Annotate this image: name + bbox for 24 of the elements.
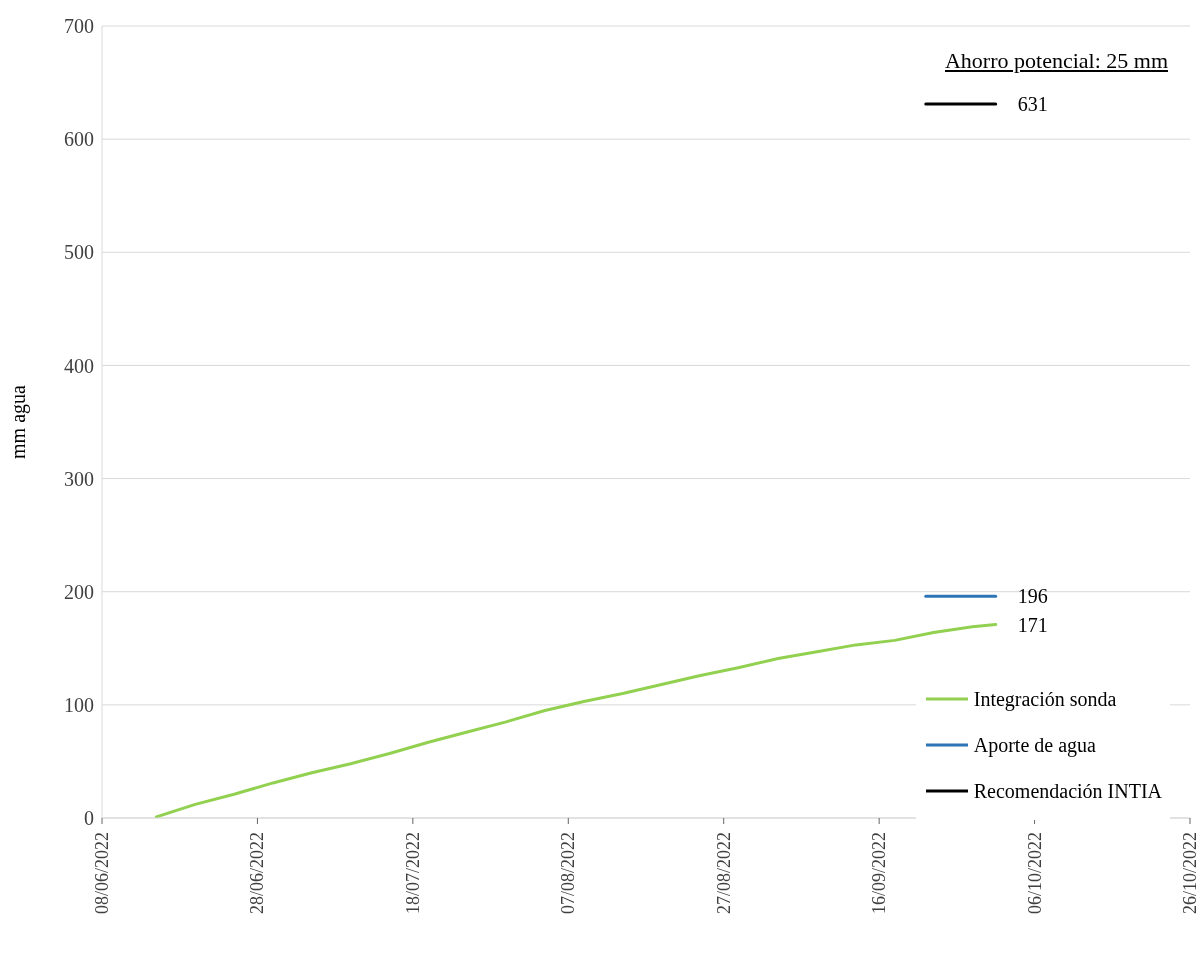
- legend-label: Aporte de agua: [973, 733, 1096, 757]
- y-tick-label: 100: [64, 693, 94, 716]
- data-label: 196: [1017, 585, 1048, 608]
- data-label: 171: [1017, 613, 1048, 636]
- data-label: 631: [1017, 93, 1048, 116]
- x-tick-label: 06/10/2022: [1024, 832, 1045, 915]
- x-tick-label: 18/07/2022: [402, 832, 423, 915]
- y-tick-label: 200: [64, 580, 94, 603]
- y-tick-label: 500: [64, 241, 94, 264]
- x-tick-label: 27/08/2022: [713, 832, 734, 915]
- x-tick-label: 28/06/2022: [247, 832, 268, 915]
- y-tick-label: 300: [64, 467, 94, 490]
- text: Ahorro potencial: 25 mm: [942, 48, 1170, 74]
- y-axis-title: mm agua: [7, 384, 31, 459]
- x-tick-label: 26/10/2022: [1180, 832, 1200, 915]
- y-tick-label: 600: [64, 128, 94, 151]
- x-tick-label: 16/09/2022: [869, 832, 890, 915]
- legend-label: Recomendación INTIA: [973, 779, 1162, 803]
- y-tick-label: 700: [64, 15, 94, 38]
- y-tick-label: 400: [64, 354, 94, 377]
- x-tick-label: 07/08/2022: [558, 832, 579, 915]
- legend-label: Integración sonda: [973, 687, 1117, 711]
- x-tick-label: 08/06/2022: [92, 832, 112, 915]
- y-tick-label: 0: [84, 807, 94, 830]
